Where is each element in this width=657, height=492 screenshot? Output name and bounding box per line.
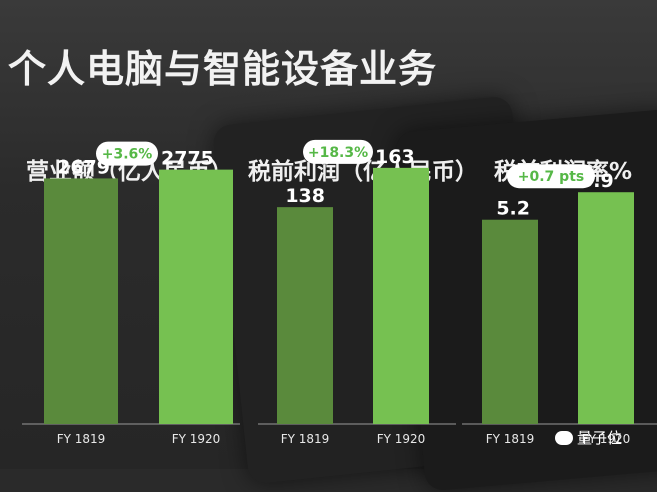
chart-2-change-label: +0.7 pts (518, 169, 584, 185)
chart-1-bar-1 (373, 167, 429, 424)
chart-0-bar-1 (159, 169, 233, 424)
chart-0-change-label: +3.6% (102, 147, 153, 163)
chart-1-x-tick-0: FY 1819 (281, 432, 330, 446)
wechat-icon (555, 431, 573, 445)
chart-1-value-label-1: 163 (375, 146, 415, 168)
chart-2-change-pill (507, 164, 595, 189)
chart-2-bar-0 (482, 219, 538, 424)
chart-0-change-pill (96, 141, 158, 166)
chart-0-x-tick-0: FY 1819 (57, 432, 106, 446)
chart-2-value-label-0: 5.2 (496, 198, 530, 220)
bar-charts: 2679 FY 1819 2775 FY 1920 +3.6% 138 FY 1819 163… (22, 139, 657, 446)
chart-2-x-tick-0: FY 1819 (486, 432, 535, 446)
watermark: 量子位 (555, 427, 622, 448)
watermark-text: 量子位 (577, 429, 623, 447)
page-title: 个人电脑与智能设备业务 (8, 47, 438, 91)
chart-1-value-label-0: 138 (285, 185, 325, 207)
chart-1-bar-0 (277, 207, 333, 424)
chart-2-x-tick-1: FY 1920 (582, 432, 631, 446)
chart-0-value-label-1: 2775 (161, 148, 214, 170)
chart-0-x-tick-1: FY 1920 (172, 432, 221, 446)
chart-0-bar-0 (44, 178, 118, 424)
chart-1-change-pill (303, 139, 373, 164)
chart-1-change-label: +18.3% (308, 145, 368, 161)
chart-2-bar-1 (578, 192, 634, 424)
chart-1-x-tick-1: FY 1920 (377, 432, 426, 446)
chart-0-value-label-0: 2679 (57, 156, 110, 178)
